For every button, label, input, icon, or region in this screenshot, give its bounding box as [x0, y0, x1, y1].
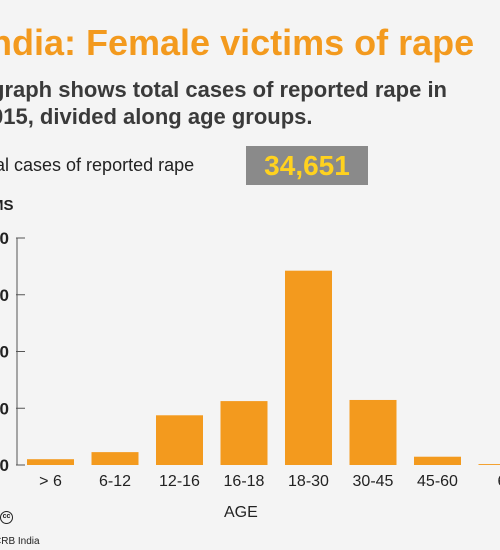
- bar-8: [478, 464, 500, 465]
- bar-2: [91, 452, 139, 465]
- subtitle-line-2: 015, divided along age groups.: [0, 104, 313, 129]
- x-tick-label: 45-60: [417, 473, 458, 490]
- total-cases-value: 34,651: [246, 146, 368, 185]
- x-tick-label: 30-45: [353, 473, 394, 490]
- bar-3: [156, 415, 203, 465]
- y-axis-label: MS: [0, 197, 14, 214]
- x-tick-label: > 6: [39, 473, 62, 490]
- y-tick-label: 0: [0, 343, 9, 362]
- x-axis-label: AGE: [224, 504, 258, 521]
- y-tick-label: 0: [0, 456, 9, 475]
- bar-6: [349, 399, 397, 465]
- x-tick-label: 6-12: [99, 473, 131, 490]
- subtitle-line-1: graph shows total cases of reported rape…: [0, 77, 447, 102]
- bar-5: [285, 270, 332, 465]
- x-tick-label: 16-18: [224, 473, 265, 490]
- y-tick-label: 0: [0, 399, 9, 418]
- total-cases-label: tal cases of reported rape: [0, 155, 195, 175]
- x-tick-label: 12-16: [159, 473, 200, 490]
- chart-subtitle: graph shows total cases of reported rape…: [0, 76, 447, 130]
- chart-title: India: Female victims of rape: [0, 22, 475, 63]
- y-tick-label: 0: [0, 286, 9, 305]
- x-tick-label: 6: [498, 473, 500, 490]
- creative-commons-icon: cc: [0, 511, 13, 524]
- x-tick-label: 18-30: [288, 473, 329, 490]
- bar-7: [414, 456, 461, 465]
- bar-4: [220, 401, 268, 465]
- source-credit: CRB India: [0, 536, 40, 547]
- y-tick-label: 0: [0, 229, 9, 248]
- bar-1: [27, 459, 74, 465]
